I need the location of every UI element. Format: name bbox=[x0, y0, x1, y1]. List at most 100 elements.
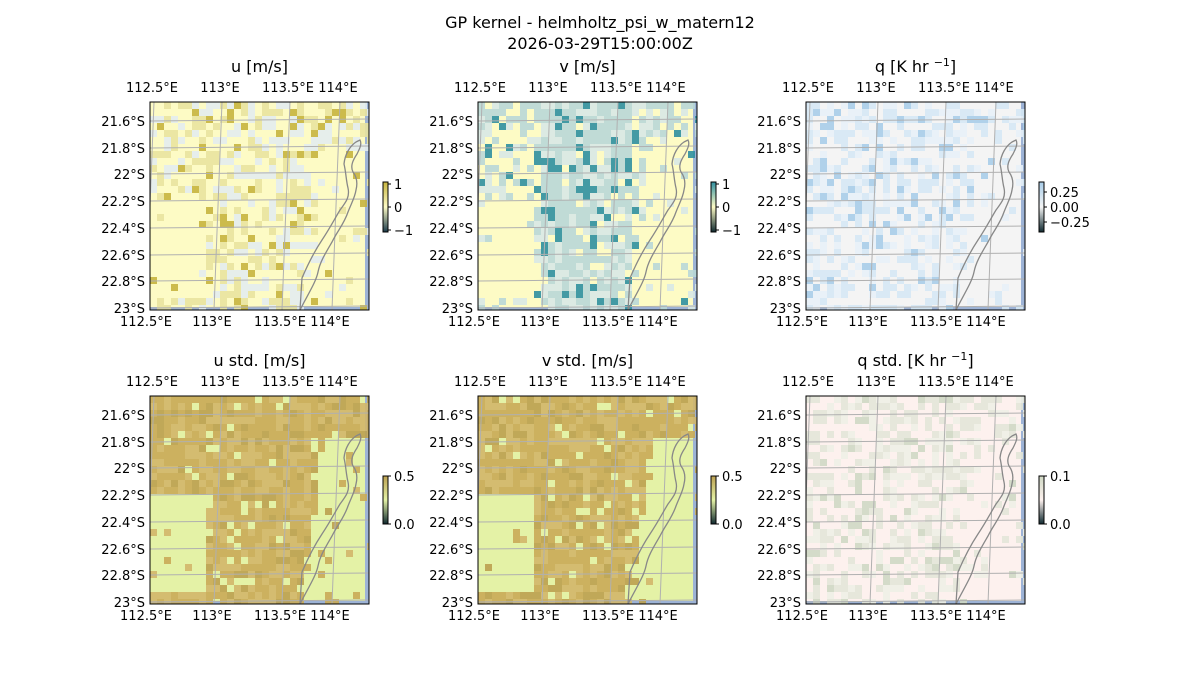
panel-title: q [K hr −1] bbox=[875, 56, 956, 76]
field-cells bbox=[806, 396, 1025, 604]
lon-tick-bottom: 113.5°E bbox=[254, 609, 306, 624]
lat-tick: 22.8°S bbox=[429, 569, 473, 584]
lat-tick: 22°S bbox=[770, 462, 801, 477]
lat-tick: 21.6°S bbox=[757, 409, 801, 424]
panel-title-text: q std. [K hr bbox=[857, 351, 951, 370]
lat-tick: 22°S bbox=[442, 168, 473, 183]
colorbar-bar bbox=[1038, 475, 1045, 525]
colorbar-tick: 0.5 bbox=[394, 470, 415, 485]
lat-tick: 22.6°S bbox=[101, 249, 145, 264]
lon-tick-top: 112.5°E bbox=[454, 375, 506, 390]
lon-tick-top: 113.5°E bbox=[590, 81, 642, 96]
lat-tick: 23°S bbox=[114, 302, 145, 317]
colorbar-tick: 0.1 bbox=[1050, 470, 1071, 485]
lon-tick-top: 113.5°E bbox=[262, 375, 314, 390]
lon-tick-top: 114°E bbox=[646, 375, 686, 390]
lat-tick: 22.6°S bbox=[757, 249, 801, 264]
lon-tick-top: 113°E bbox=[200, 375, 240, 390]
lat-tick: 22.2°S bbox=[101, 195, 145, 210]
lat-tick: 22°S bbox=[114, 168, 145, 183]
lon-tick-bottom: 113.5°E bbox=[582, 609, 634, 624]
panel-title-tail: ] bbox=[950, 57, 956, 76]
graticule bbox=[478, 396, 697, 604]
graticule bbox=[806, 102, 1025, 310]
lon-tick-top: 114°E bbox=[318, 81, 358, 96]
map-frame bbox=[477, 395, 698, 605]
colorbar-tick: 1 bbox=[722, 178, 730, 193]
panel-title-exponent: −1 bbox=[934, 56, 950, 69]
colorbar: 0.5 0.0 bbox=[382, 470, 415, 533]
colorbar-tick: 0 bbox=[394, 201, 402, 216]
lat-tick: 22.4°S bbox=[101, 516, 145, 531]
lat-tick: 22.8°S bbox=[757, 569, 801, 584]
lat-tick: 22.4°S bbox=[429, 222, 473, 237]
lon-tick-bottom: 112.5°E bbox=[120, 609, 172, 624]
lat-tick: 21.8°S bbox=[757, 142, 801, 157]
panel-title-text: q [K hr bbox=[875, 57, 934, 76]
lon-tick-bottom: 114°E bbox=[638, 315, 678, 330]
lon-tick-top: 113.5°E bbox=[590, 375, 642, 390]
lat-tick: 21.8°S bbox=[429, 142, 473, 157]
lon-tick-top: 114°E bbox=[974, 375, 1014, 390]
lat-tick: 21.8°S bbox=[757, 436, 801, 451]
lon-tick-bottom: 114°E bbox=[310, 315, 350, 330]
lat-tick: 23°S bbox=[442, 596, 473, 611]
lon-tick-top: 112.5°E bbox=[126, 81, 178, 96]
lon-tick-top: 114°E bbox=[974, 81, 1014, 96]
colorbar-tick: −1 bbox=[394, 224, 413, 239]
lat-tick: 23°S bbox=[770, 302, 801, 317]
colorbar: 1 0 −1 bbox=[710, 178, 741, 239]
lon-tick-top: 112.5°E bbox=[126, 375, 178, 390]
lon-tick-bottom: 113°E bbox=[848, 609, 888, 624]
lat-tick: 23°S bbox=[770, 596, 801, 611]
lat-tick: 21.6°S bbox=[101, 115, 145, 130]
lon-tick-bottom: 112.5°E bbox=[448, 315, 500, 330]
lat-tick: 22.6°S bbox=[429, 543, 473, 558]
coastline bbox=[299, 433, 362, 604]
lon-tick-bottom: 112.5°E bbox=[776, 609, 828, 624]
colorbar-tick: 0.0 bbox=[394, 518, 415, 533]
lat-tick: 22.8°S bbox=[429, 275, 473, 290]
lon-tick-top: 113°E bbox=[856, 81, 896, 96]
field-cells bbox=[478, 102, 697, 310]
map-area bbox=[806, 102, 1025, 310]
map-frame bbox=[805, 101, 1026, 311]
lon-tick-bottom: 113°E bbox=[520, 315, 560, 330]
panel-title-exponent: −1 bbox=[951, 350, 967, 363]
map-panel-v: v [m/s]112.5°E112.5°E113°E113°E113.5°E11… bbox=[429, 57, 741, 330]
lat-tick: 22.8°S bbox=[101, 275, 145, 290]
figure-timestamp: 2026-03-29T15:00:00Z bbox=[507, 34, 693, 53]
lat-tick: 22.6°S bbox=[101, 543, 145, 558]
lat-tick: 21.8°S bbox=[101, 436, 145, 451]
map-panel-q-std: q std. [K hr −1] 112.5°E 112.5°E 113°E 113°E… bbox=[757, 350, 1070, 624]
panel-title: u std. [m/s] bbox=[214, 351, 306, 370]
lat-tick: 22.6°S bbox=[429, 249, 473, 264]
coastline bbox=[627, 139, 690, 310]
colorbar-bar bbox=[710, 181, 717, 233]
panel-title-tail: ] bbox=[967, 351, 973, 370]
lat-tick: 22.8°S bbox=[757, 275, 801, 290]
colorbar-tick: 0 bbox=[722, 201, 730, 216]
colorbar: 0.250.00−0.25 bbox=[1038, 181, 1090, 233]
map-panel-q: q [K hr −1] 112.5°E 112.5°E 113°E 113°E 113.5… bbox=[757, 56, 1090, 330]
colorbar-bar bbox=[382, 181, 389, 233]
coastline bbox=[955, 139, 1018, 310]
lon-tick-top: 113.5°E bbox=[918, 81, 970, 96]
panel-title: v std. [m/s] bbox=[542, 351, 633, 370]
lon-tick-bottom: 113°E bbox=[192, 315, 232, 330]
lon-tick-bottom: 113.5°E bbox=[910, 315, 962, 330]
panel-title: v [m/s] bbox=[559, 57, 615, 76]
graticule bbox=[150, 396, 369, 604]
panel-title-text: v std. [m/s] bbox=[542, 351, 633, 370]
map-area bbox=[150, 396, 369, 604]
map-frame bbox=[477, 101, 698, 311]
map-area bbox=[806, 396, 1025, 604]
graticule bbox=[478, 102, 697, 310]
lon-tick-bottom: 113.5°E bbox=[910, 609, 962, 624]
map-frame bbox=[149, 395, 370, 605]
lat-tick: 21.6°S bbox=[101, 409, 145, 424]
lat-tick: 23°S bbox=[442, 302, 473, 317]
lat-tick: 22.2°S bbox=[429, 489, 473, 504]
lat-tick: 22°S bbox=[770, 168, 801, 183]
colorbar-bar bbox=[710, 475, 717, 525]
